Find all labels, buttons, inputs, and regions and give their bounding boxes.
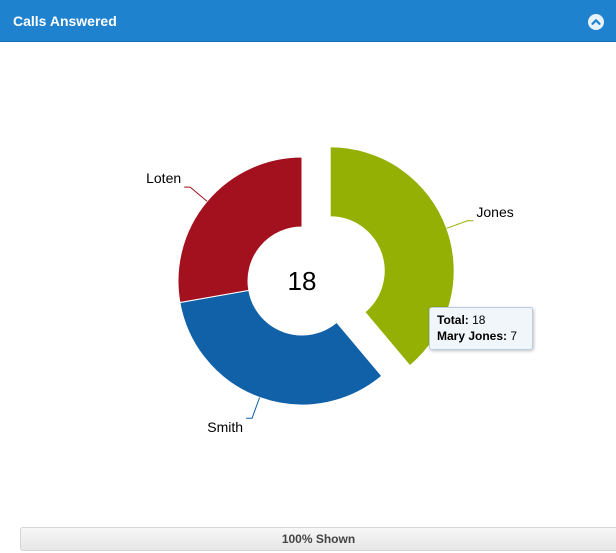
slice-loten[interactable] [177, 156, 303, 304]
connector-smith [246, 397, 261, 419]
donut-chart-svg: Jones Smith Loten 18 [146, 146, 514, 435]
slice-label-jones: Jones [476, 204, 513, 220]
shown-percentage-bar[interactable]: 100% Shown [20, 527, 616, 551]
slice-label-loten: Loten [146, 170, 181, 186]
tooltip-series-row: Mary Jones: 7 [437, 328, 532, 344]
connector-jones [446, 220, 474, 229]
tooltip-series-label: Mary Jones: [437, 329, 508, 343]
panel-header: Calls Answered [0, 0, 616, 42]
slice-label-smith: Smith [207, 419, 243, 435]
chart-tooltip: Total: 18 Mary Jones: 7 [429, 307, 533, 350]
chevron-up-circle-icon[interactable] [588, 14, 604, 30]
tooltip-total-row: Total: 18 [437, 312, 532, 328]
tooltip-series-value: 7 [510, 329, 518, 343]
donut-chart: Jones Smith Loten 18 [0, 42, 616, 512]
tooltip-total-value: 18 [472, 313, 486, 327]
connector-loten [184, 186, 208, 202]
panel-title: Calls Answered [13, 13, 117, 29]
slice-smith[interactable] [179, 289, 383, 406]
center-total-value: 18 [288, 266, 317, 296]
tooltip-total-label: Total: [437, 313, 469, 327]
